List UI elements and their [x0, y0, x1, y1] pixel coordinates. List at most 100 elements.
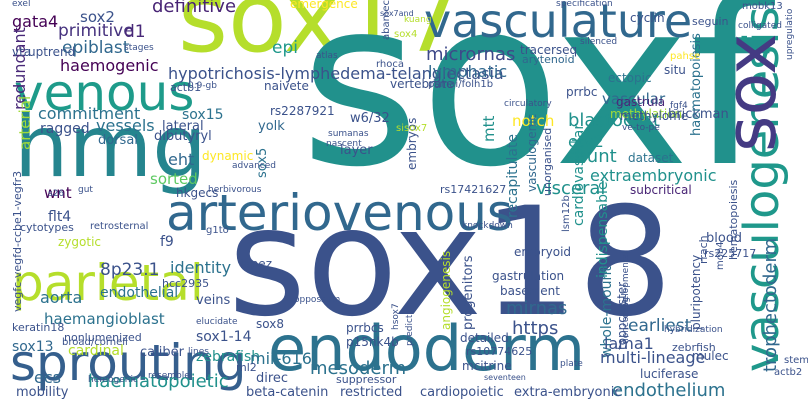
- word: sorted: [150, 170, 198, 188]
- word: prrbcs: [346, 321, 384, 335]
- word: knockdown: [462, 221, 513, 231]
- word: circulatory: [504, 99, 552, 109]
- word: sox2: [80, 8, 115, 26]
- word: indispensable: [595, 181, 611, 278]
- word: identity: [170, 258, 232, 277]
- word: multi-lineage: [600, 348, 706, 367]
- word: advanced: [232, 161, 276, 171]
- word: definitive: [152, 0, 237, 17]
- word: seventeen: [484, 373, 526, 382]
- word: epi: [272, 38, 298, 58]
- word: hemogenic: [88, 375, 138, 385]
- word: vta: [12, 45, 32, 59]
- word: rs2287921: [270, 104, 335, 118]
- word: extraembryonic: [590, 166, 717, 185]
- word: caliber: [140, 345, 184, 360]
- word: lateral: [162, 119, 204, 134]
- word: cyclin: [630, 11, 665, 25]
- word: methylation: [610, 107, 683, 121]
- word: primitive: [58, 21, 134, 41]
- word: seguin: [692, 15, 729, 28]
- word: specification: [556, 0, 613, 9]
- word: ecs: [34, 368, 61, 387]
- word: subcritical: [630, 183, 692, 197]
- word: cardiopoietic: [420, 385, 504, 400]
- word: sox8: [256, 317, 284, 331]
- word: endothelial: [100, 285, 179, 301]
- word: sox18: [228, 176, 673, 350]
- word: shunt: [566, 146, 617, 167]
- word: etv2: [568, 132, 604, 151]
- word: situ: [664, 63, 686, 77]
- word: stages: [124, 43, 154, 53]
- word: earliest: [628, 316, 692, 336]
- word: suppressor: [336, 373, 397, 386]
- word: methylome: [620, 109, 689, 123]
- word: keratin18: [12, 321, 65, 334]
- word: colligated: [738, 21, 782, 31]
- word: sox: [710, 33, 792, 152]
- word: sox17: [178, 0, 463, 74]
- word: broad/cornell: [62, 337, 128, 348]
- word: trophectoderm: [760, 237, 781, 372]
- word: gata4: [12, 12, 59, 31]
- word: retrosternal: [90, 221, 149, 232]
- word: emergence: [290, 0, 358, 11]
- word: herbivorous: [208, 185, 262, 195]
- word: hsox7: [391, 303, 401, 330]
- word: upregulatio: [785, 8, 795, 60]
- word: naivete: [264, 79, 309, 93]
- word: haemangioblast: [44, 310, 165, 328]
- word: vessels: [96, 116, 155, 135]
- word: fgf4: [670, 101, 688, 111]
- word: progenitors: [461, 255, 476, 330]
- word: iapez: [240, 257, 272, 271]
- word: direc: [256, 371, 289, 386]
- word: sumanas: [328, 129, 369, 139]
- word: zygotic: [58, 235, 101, 249]
- word: cardiovascular: [571, 123, 587, 226]
- word: lymphatic: [428, 62, 508, 81]
- word: extra-embryonic: [514, 385, 622, 400]
- word: actb1: [170, 81, 202, 94]
- word: mobility: [16, 385, 69, 400]
- word: restricted: [340, 385, 403, 400]
- word: haematopoietic: [88, 371, 229, 392]
- word: abamectin: [381, 0, 392, 40]
- word: hybridization: [664, 325, 723, 335]
- word: beta-catenin: [246, 385, 329, 400]
- word: notch: [512, 112, 555, 130]
- word: endothelium: [612, 380, 726, 401]
- word: rhoca: [376, 59, 405, 70]
- word: plate: [560, 359, 583, 369]
- word: epiblast: [62, 38, 130, 58]
- word: hypotrichosis-lymphedema-telangiectasia: [168, 64, 504, 83]
- word: micrornas: [426, 44, 516, 65]
- word: s26: [48, 189, 65, 199]
- word: mob4: [715, 241, 726, 270]
- word: wnt: [44, 184, 72, 202]
- word: mulec: [692, 349, 729, 363]
- word: zebrafish: [196, 349, 261, 365]
- word: eht: [168, 150, 195, 169]
- word: brickman: [668, 107, 729, 122]
- word: silenced: [580, 37, 618, 47]
- word: lines: [188, 347, 209, 357]
- word: noncoding: [621, 297, 631, 344]
- word: oppossum: [294, 295, 341, 305]
- word: d1: [124, 22, 146, 42]
- word: zebrfish: [672, 341, 716, 354]
- word: 0.9-gb: [188, 81, 217, 91]
- word: hkgecs: [176, 186, 219, 200]
- word: visceral: [536, 178, 606, 199]
- word: sisox7: [396, 123, 428, 134]
- word: stem: [784, 355, 808, 366]
- word: arteriovenous: [166, 184, 513, 242]
- word: rs10774625: [466, 345, 533, 358]
- word: rs17421627: [440, 183, 507, 196]
- word: layer: [340, 143, 373, 158]
- word: predict: [405, 314, 415, 346]
- word: actb2: [774, 367, 803, 378]
- word: dynamic: [202, 149, 254, 163]
- word: hmg: [14, 97, 207, 197]
